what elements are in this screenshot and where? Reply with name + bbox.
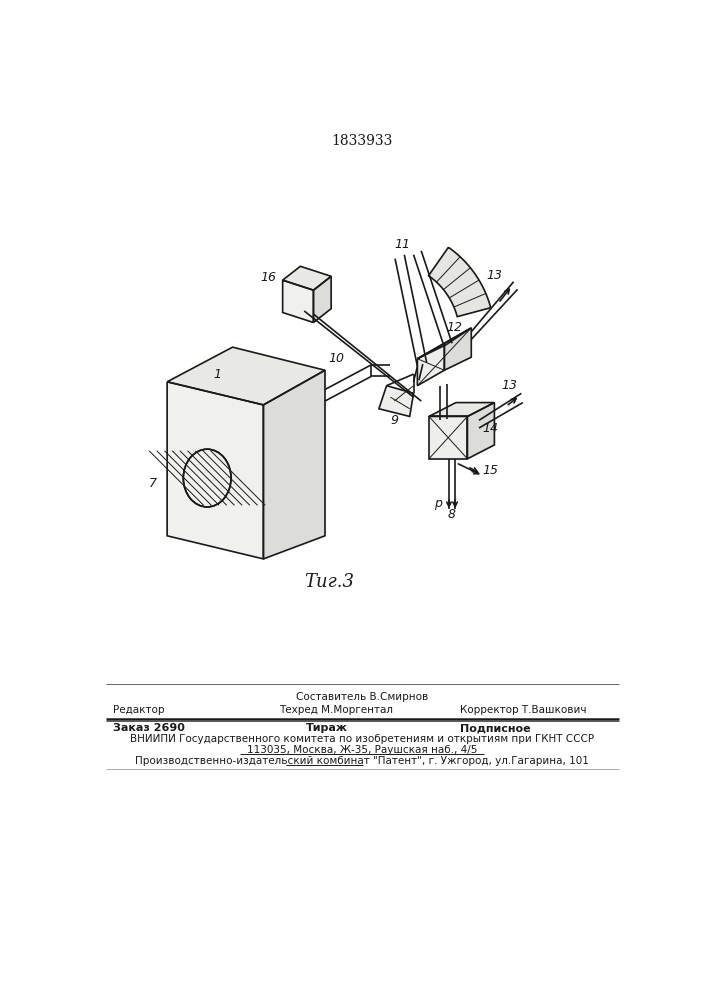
Text: Тираж: Тираж: [305, 723, 348, 733]
Text: 8: 8: [448, 508, 456, 521]
Text: 14: 14: [483, 422, 499, 434]
Text: 7: 7: [149, 477, 157, 490]
Text: Корректор Т.Вашкович: Корректор Т.Вашкович: [460, 705, 586, 715]
Polygon shape: [167, 382, 264, 559]
Text: 1: 1: [214, 368, 221, 381]
Polygon shape: [379, 386, 414, 416]
Text: ВНИИПИ Государственного комитета по изобретениям и открытиям при ГКНТ СССР: ВНИИПИ Государственного комитета по изоб…: [130, 734, 594, 744]
Text: Заказ 2690: Заказ 2690: [113, 723, 185, 733]
Text: 12: 12: [446, 321, 462, 334]
Text: 10: 10: [329, 352, 344, 365]
Polygon shape: [444, 328, 472, 370]
Text: p: p: [434, 497, 442, 510]
Text: Составитель В.Смирнов: Составитель В.Смирнов: [296, 692, 428, 702]
Polygon shape: [283, 280, 313, 323]
Text: Редактор: Редактор: [113, 705, 165, 715]
Polygon shape: [264, 370, 325, 559]
Text: 15: 15: [483, 464, 499, 477]
Polygon shape: [283, 266, 331, 290]
Text: Подписное: Подписное: [460, 723, 530, 733]
Text: 13: 13: [486, 269, 503, 282]
Polygon shape: [467, 403, 494, 459]
Text: 11: 11: [394, 238, 410, 251]
Text: 113035, Москва, Ж-35, Раушская наб., 4/5: 113035, Москва, Ж-35, Раушская наб., 4/5: [247, 745, 477, 755]
Text: 16: 16: [261, 271, 276, 284]
Text: Τиг.3: Τиг.3: [304, 573, 354, 591]
Polygon shape: [417, 343, 444, 386]
Polygon shape: [428, 247, 491, 317]
Polygon shape: [429, 416, 467, 459]
Polygon shape: [167, 347, 325, 405]
Polygon shape: [417, 328, 472, 359]
Text: 1833933: 1833933: [332, 134, 392, 148]
Text: 9: 9: [390, 414, 398, 427]
Text: 13: 13: [502, 379, 518, 392]
Polygon shape: [313, 276, 331, 323]
Text: Производственно-издательский комбинат "Патент", г. Ужгород, ул.Гагарина, 101: Производственно-издательский комбинат "П…: [135, 756, 589, 766]
Polygon shape: [429, 403, 494, 416]
Text: Техред М.Моргентал: Техред М.Моргентал: [279, 705, 393, 715]
